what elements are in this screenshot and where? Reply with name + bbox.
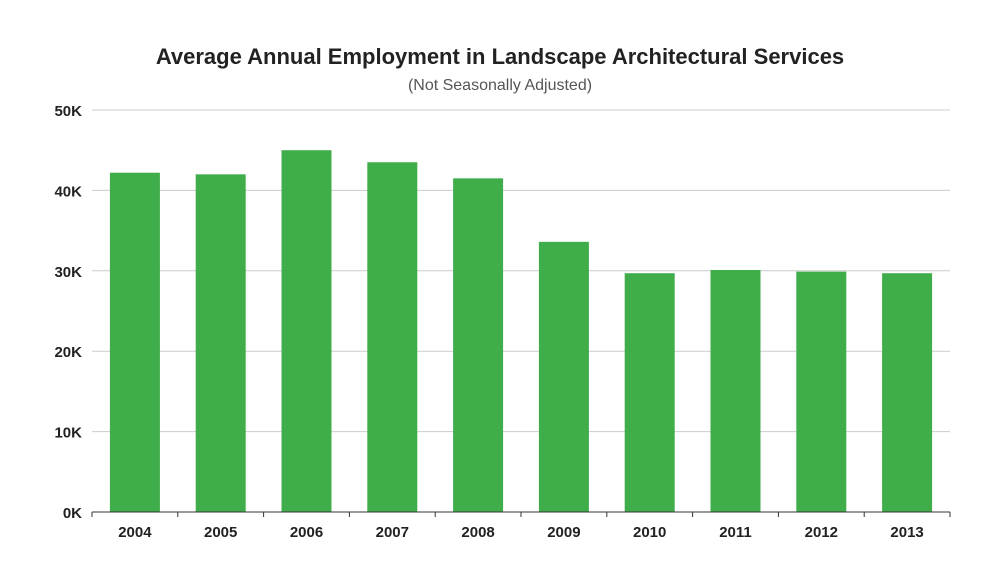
y-tick-label: 50K (54, 103, 82, 120)
chart-title: Average Annual Employment in Landscape A… (156, 44, 844, 69)
x-tick-label: 2009 (547, 524, 580, 541)
bar (109, 172, 160, 512)
x-tick-label: 2005 (204, 524, 237, 541)
y-tick-label: 40K (54, 183, 82, 200)
y-tick-label: 0K (63, 505, 82, 522)
x-tick-label: 2013 (890, 524, 923, 541)
bar (538, 241, 589, 512)
bar (453, 178, 504, 512)
x-tick-label: 2010 (633, 524, 666, 541)
bar (796, 271, 847, 512)
bar (367, 162, 418, 512)
x-tick-label: 2012 (805, 524, 838, 541)
y-tick-label: 10K (54, 425, 82, 442)
tick-labels: 0K 10K 20K 30K 40K 50K 2004 2005 2006 2007 2008 200… (54, 103, 923, 541)
bars (109, 150, 933, 512)
bar (710, 269, 761, 512)
x-tick-label: 2011 (719, 524, 752, 541)
bar (882, 273, 933, 512)
x-tick-label: 2006 (290, 524, 323, 541)
x-tick-label: 2008 (461, 524, 494, 541)
y-tick-label: 20K (54, 344, 82, 361)
bar (281, 150, 332, 512)
bar (195, 174, 246, 512)
axes (91, 511, 951, 517)
chart-subtitle: (Not Seasonally Adjusted) (408, 77, 592, 94)
bar (624, 273, 675, 512)
x-tick-label: 2004 (118, 524, 152, 541)
y-tick-label: 30K (54, 264, 82, 281)
x-tick-label: 2007 (376, 524, 409, 541)
